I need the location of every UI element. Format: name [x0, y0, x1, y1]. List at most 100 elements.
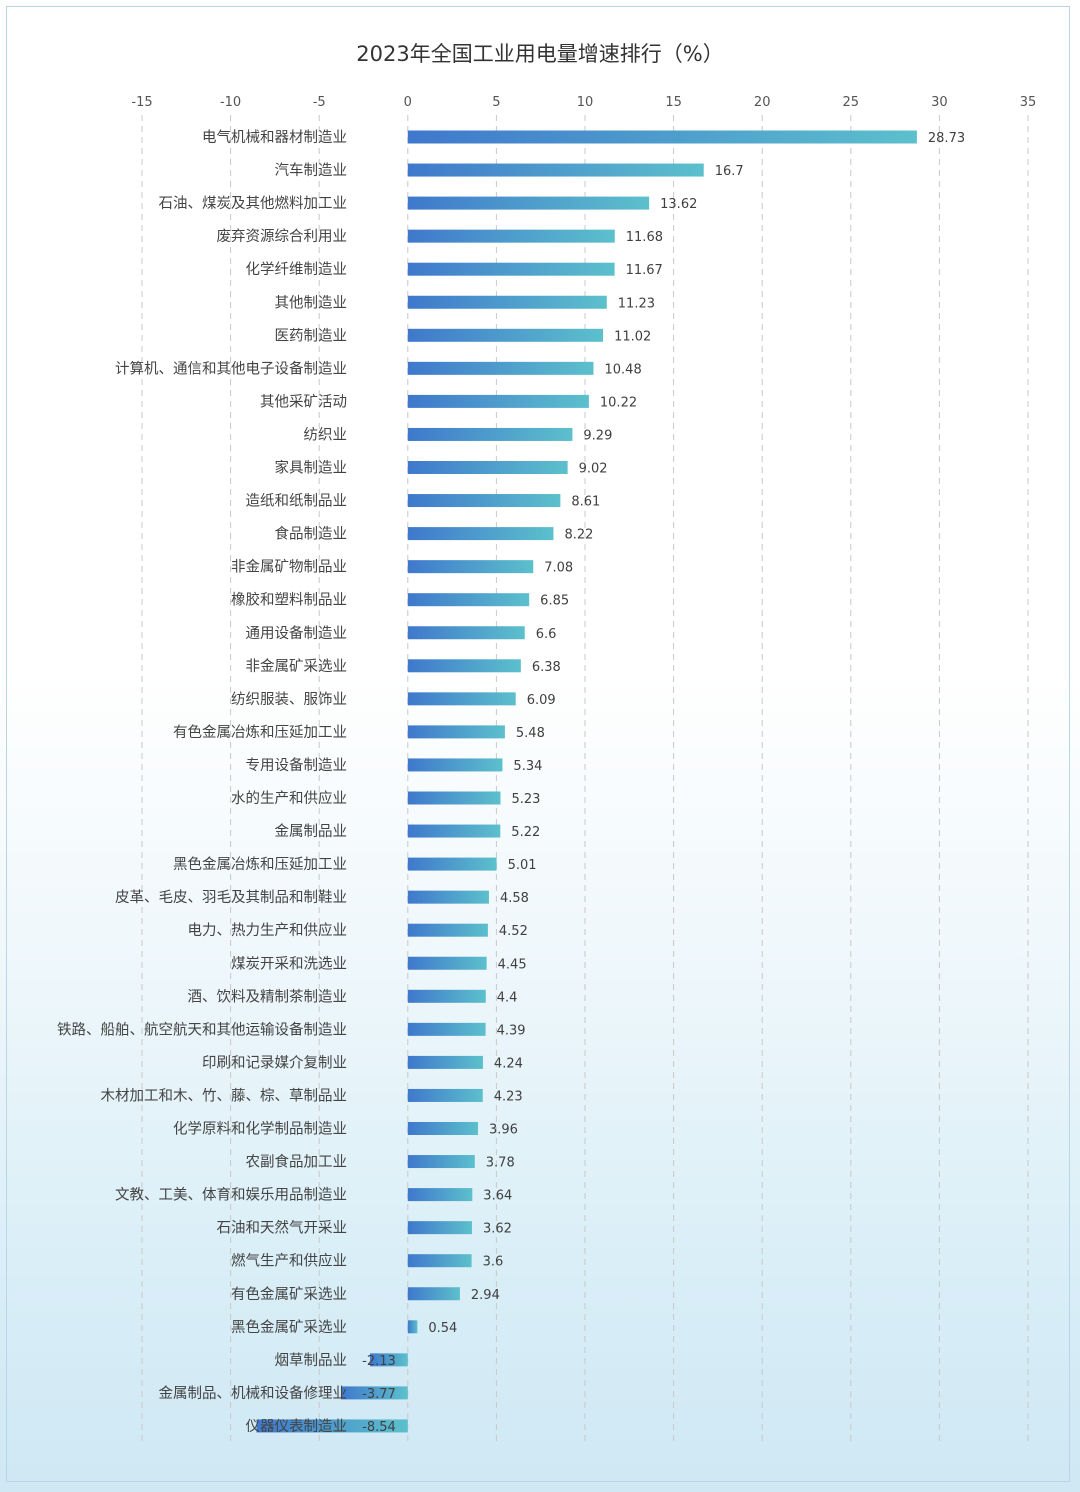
bar [407, 1088, 483, 1102]
data-label: 5.48 [516, 726, 545, 741]
bar [407, 1022, 486, 1036]
data-label: 4.23 [494, 1089, 523, 1104]
category-label: 黑色金属冶炼和压延加工业 [173, 856, 347, 873]
x-tick-label: 35 [1020, 95, 1037, 110]
data-label: 3.78 [486, 1156, 515, 1171]
gridlines [141, 115, 1029, 1445]
category-label: 橡胶和塑料制品业 [231, 592, 347, 609]
bar [407, 1122, 478, 1135]
bar [407, 593, 530, 607]
data-label: 0.54 [428, 1321, 457, 1336]
chart-title: 2023年全国工业用电量增速排行（%） [356, 42, 724, 66]
category-label: 水的生产和供应业 [231, 789, 347, 807]
category-label: 电力、热力生产和供应业 [188, 921, 348, 939]
data-label: 9.29 [583, 428, 612, 443]
data-label: 16.7 [715, 164, 744, 179]
bar [407, 791, 501, 805]
category-label: 非金属矿物制品业 [231, 559, 347, 576]
data-label: -2.13 [362, 1354, 396, 1369]
bar [407, 527, 554, 541]
data-label: 11.02 [614, 329, 651, 344]
data-label: 11.67 [626, 263, 663, 278]
category-label: 金属制品、机械和设备修理业 [159, 1385, 348, 1402]
category-label: 化学纤维制造业 [246, 261, 348, 278]
data-label: 8.61 [571, 495, 600, 510]
bar [407, 692, 516, 706]
category-label: 农副食品加工业 [246, 1154, 348, 1171]
x-tick-label: -15 [131, 95, 152, 110]
x-tick-label: -5 [313, 95, 326, 110]
bar [407, 989, 486, 1003]
category-label: 石油和天然气开采业 [217, 1220, 348, 1237]
data-label: 6.09 [527, 693, 556, 708]
bar [407, 229, 615, 243]
data-label: 6.85 [540, 594, 569, 609]
category-label: 非金属矿采选业 [246, 658, 348, 675]
category-label: 文教、工美、体育和娱乐用品制造业 [115, 1187, 347, 1204]
data-label: 10.22 [600, 395, 637, 410]
data-label: -3.77 [362, 1387, 396, 1402]
category-label: 其他采矿活动 [260, 393, 347, 410]
category-label: 专用设备制造业 [246, 757, 348, 774]
category-label: 黑色金属矿采选业 [231, 1319, 347, 1336]
bar [407, 560, 534, 574]
category-label: 通用设备制造业 [246, 625, 348, 642]
x-tick-label: -10 [220, 95, 241, 110]
data-label: 3.96 [489, 1123, 518, 1138]
data-label: 3.6 [483, 1255, 504, 1270]
x-tick-label: 10 [577, 95, 594, 110]
bars [256, 130, 917, 1433]
category-label: 化学原料和化学制品制造业 [173, 1121, 347, 1138]
category-label: 医药制造业 [275, 327, 348, 344]
data-label: 7.08 [544, 561, 573, 576]
data-label: -8.54 [362, 1420, 396, 1435]
data-label: 4.52 [499, 924, 528, 939]
bar [407, 1320, 418, 1334]
data-label: 10.48 [605, 362, 642, 377]
bar [407, 758, 503, 772]
x-tick-label: 30 [931, 95, 948, 110]
data-label: 3.64 [483, 1189, 512, 1204]
category-label: 其他制造业 [275, 294, 348, 311]
x-tick-label: 5 [492, 95, 500, 110]
bar [407, 427, 573, 441]
bar [407, 1055, 483, 1069]
category-label: 木材加工和木、竹、藤、棕、草制品业 [101, 1087, 348, 1104]
category-label: 印刷和记录媒介复制业 [202, 1053, 347, 1071]
data-label: 4.39 [497, 1023, 526, 1038]
category-label: 燃气生产和供应业 [231, 1252, 347, 1270]
data-label: 4.58 [500, 891, 529, 906]
bar [407, 361, 594, 375]
category-label: 仪器仪表制造业 [246, 1418, 348, 1435]
value-labels: 28.73 16.7 13.62 11.68 11.67 11.23 11.02 10.48 1… [362, 131, 965, 1435]
bar [407, 461, 568, 474]
data-label: 13.62 [660, 197, 697, 212]
bar [407, 1254, 472, 1268]
x-axis-ticks: -15 -10 -5 0 5 10 15 20 25 30 35 [131, 95, 1036, 110]
data-label: 4.24 [494, 1056, 523, 1071]
bar [407, 295, 607, 309]
bar [407, 494, 561, 508]
x-tick-label: 25 [843, 95, 860, 110]
bar [407, 196, 650, 210]
category-label: 有色金属冶炼和压延加工业 [173, 724, 347, 741]
category-label: 煤炭开采和洗选业 [231, 955, 347, 972]
x-tick-label: 15 [665, 95, 682, 110]
bar [407, 890, 489, 904]
category-label: 家具制造业 [275, 460, 348, 477]
bar [407, 923, 488, 937]
data-label: 3.62 [483, 1222, 512, 1237]
category-label: 金属制品业 [275, 823, 348, 840]
data-label: 5.22 [511, 825, 540, 840]
bar [370, 1353, 408, 1367]
bar [407, 1287, 460, 1301]
category-label: 汽车制造业 [275, 162, 348, 179]
bar [407, 659, 521, 673]
category-label: 造纸和纸制品业 [246, 493, 348, 510]
category-label: 计算机、通信和其他电子设备制造业 [115, 360, 347, 377]
data-label: 11.68 [626, 230, 663, 245]
bar [407, 1221, 472, 1235]
data-label: 5.01 [508, 858, 537, 873]
data-label: 4.45 [498, 957, 527, 972]
